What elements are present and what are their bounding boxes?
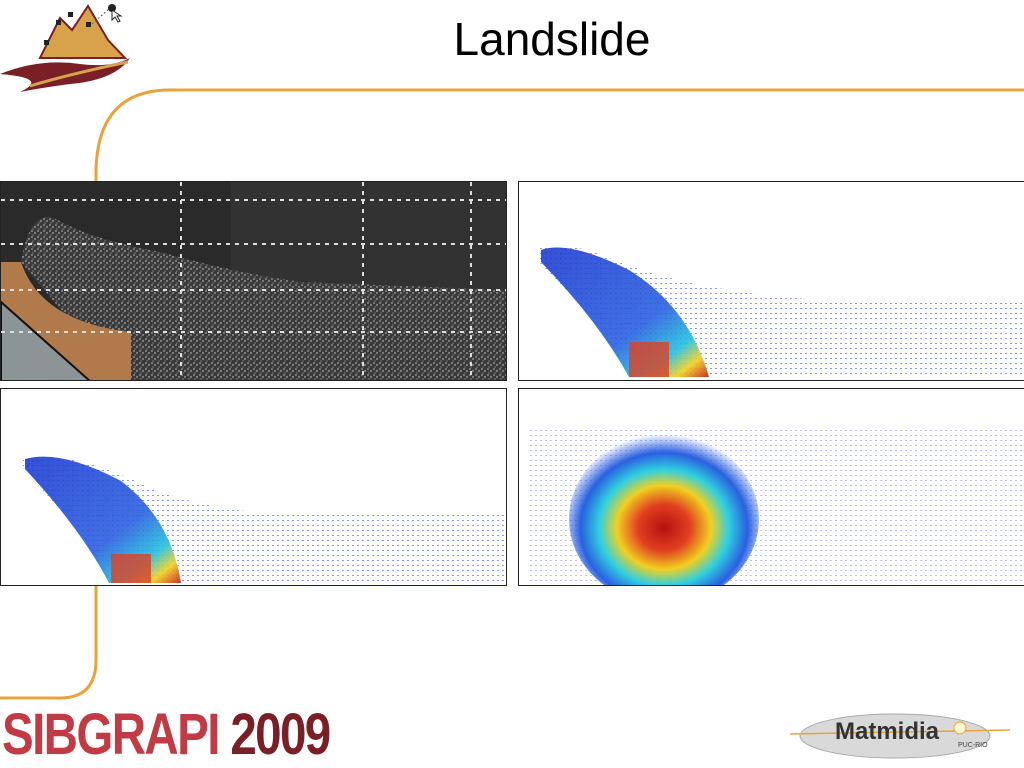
partner-logo-text: Matmidia (835, 718, 940, 745)
pointer-icon (108, 4, 123, 23)
simulation-panel-3 (518, 388, 1024, 586)
experiment-photo-panel (0, 181, 507, 381)
partner-logo-subtext: PUC-RIO (958, 742, 988, 749)
partner-logo (790, 713, 1011, 759)
simulation-panel-2 (0, 388, 507, 586)
simulation-panel-1 (518, 181, 1024, 381)
mountain-logo-icon (0, 4, 130, 92)
slide-title: Landslide (453, 13, 651, 65)
conference-logo-year: 2009 (230, 702, 331, 767)
conference-logo-name: SIBGRAPI (2, 702, 220, 767)
conference-logo: SIBGRAPI 2009 (2, 706, 331, 764)
